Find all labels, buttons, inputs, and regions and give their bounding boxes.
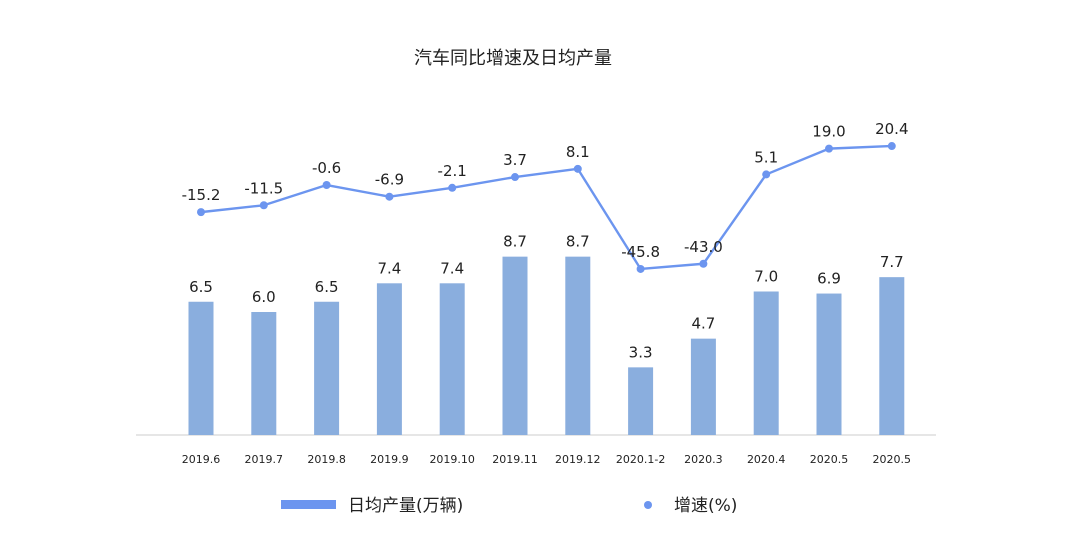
bar-value-label: 8.7 — [566, 233, 590, 251]
bar-value-label: 7.7 — [880, 253, 904, 271]
growth-point-2019.10 — [448, 183, 457, 192]
growth-value-label: -2.1 — [438, 162, 467, 180]
bar-2020.5 — [816, 293, 842, 435]
growth-point-2020.5 — [825, 144, 833, 153]
growth-point-2019.12 — [573, 164, 582, 173]
growth-line — [200, 144, 892, 271]
x-tick-label: 2019.9 — [370, 453, 409, 466]
bar-value-label: 6.0 — [252, 288, 276, 306]
chart-title: 汽车同比增速及日均产量 — [414, 48, 612, 69]
bar-2019.6 — [188, 301, 214, 435]
bar-value-label: 4.7 — [691, 315, 715, 333]
bar-value-label: 8.7 — [503, 233, 527, 251]
growth-value-label: -6.9 — [375, 171, 404, 189]
x-tick-label: 2019.12 — [555, 453, 601, 466]
bar-2019.9 — [376, 283, 402, 435]
x-tick-label: 2020.5 — [873, 453, 912, 466]
bar-2020.1-2 — [628, 367, 654, 435]
legend-bar-label: 日均产量(万辆) — [348, 496, 463, 516]
growth-value-label: 5.1 — [754, 148, 778, 166]
bar-2019.7 — [251, 312, 277, 435]
growth-value-label: -45.8 — [621, 243, 660, 261]
bar-2019.12 — [565, 256, 591, 435]
growth-point-2019.11 — [511, 173, 519, 182]
bar-2019.10 — [439, 283, 465, 435]
legend: 日均产量(万辆) 增速(%) — [281, 496, 737, 516]
bar-value-label: 7.4 — [440, 259, 464, 277]
growth-value-label: 8.1 — [566, 143, 590, 161]
x-tick-label: 2019.10 — [429, 453, 475, 466]
growth-value-label: 3.7 — [503, 151, 527, 169]
bars-layer: 6.5 6.0 6.5 7.4 7.4 8.7 8.7 3.3 4.7 7.0 6.9 7.7 — [188, 233, 905, 435]
growth-point-2019.6 — [197, 208, 205, 217]
growth-value-label: -15.2 — [182, 186, 221, 204]
bar-value-label: 6.9 — [817, 270, 841, 288]
bar-value-label: 6.5 — [189, 278, 213, 296]
growth-point-2019.8 — [322, 181, 331, 190]
growth-point-2020.1-2 — [636, 264, 645, 273]
growth-point-2019.9 — [385, 192, 394, 201]
x-tick-label: 2020.3 — [684, 453, 723, 466]
bar-value-label: 6.5 — [315, 278, 339, 296]
bar-2020.3 — [690, 338, 716, 435]
legend-line-marker — [644, 501, 652, 509]
line-layer: -15.2 -11.5 -0.6 -6.9 -2.1 3.7 8.1 -45.8 -43.0 5.… — [182, 120, 909, 273]
bar-value-label: 3.3 — [629, 343, 653, 361]
x-tick-label: 2019.6 — [182, 453, 221, 466]
legend-line-label: 增速(%) — [674, 496, 737, 516]
x-tick-label: 2020.4 — [747, 453, 786, 466]
growth-value-label: -43.0 — [684, 238, 723, 256]
growth-value-label: 19.0 — [812, 123, 845, 141]
growth-point-2020.5 — [887, 142, 896, 151]
growth-point-2020.4 — [762, 170, 771, 179]
x-tick-label: 2019.7 — [245, 453, 284, 466]
bar-2020.4 — [753, 291, 779, 435]
bar-2019.11 — [502, 256, 528, 435]
bar-2019.8 — [314, 301, 340, 435]
growth-value-label: -11.5 — [244, 179, 283, 197]
bar-value-label: 7.0 — [754, 268, 778, 286]
x-tick-label: 2020.5 — [810, 453, 849, 466]
x-tick-labels: 2019.6 2019.7 2019.8 2019.9 2019.10 2019.11 20… — [182, 453, 911, 466]
x-tick-label: 2020.1-2 — [616, 453, 665, 466]
growth-value-label: 20.4 — [875, 120, 908, 138]
legend-bar-swatch — [281, 500, 336, 509]
growth-value-label: -0.6 — [312, 159, 341, 177]
x-tick-label: 2019.11 — [492, 453, 538, 466]
growth-point-2020.3 — [699, 259, 708, 268]
x-tick-label: 2019.8 — [307, 453, 346, 466]
growth-point-2019.7 — [259, 201, 268, 210]
bar-2020.5 — [879, 277, 905, 435]
bar-value-label: 7.4 — [377, 259, 401, 277]
